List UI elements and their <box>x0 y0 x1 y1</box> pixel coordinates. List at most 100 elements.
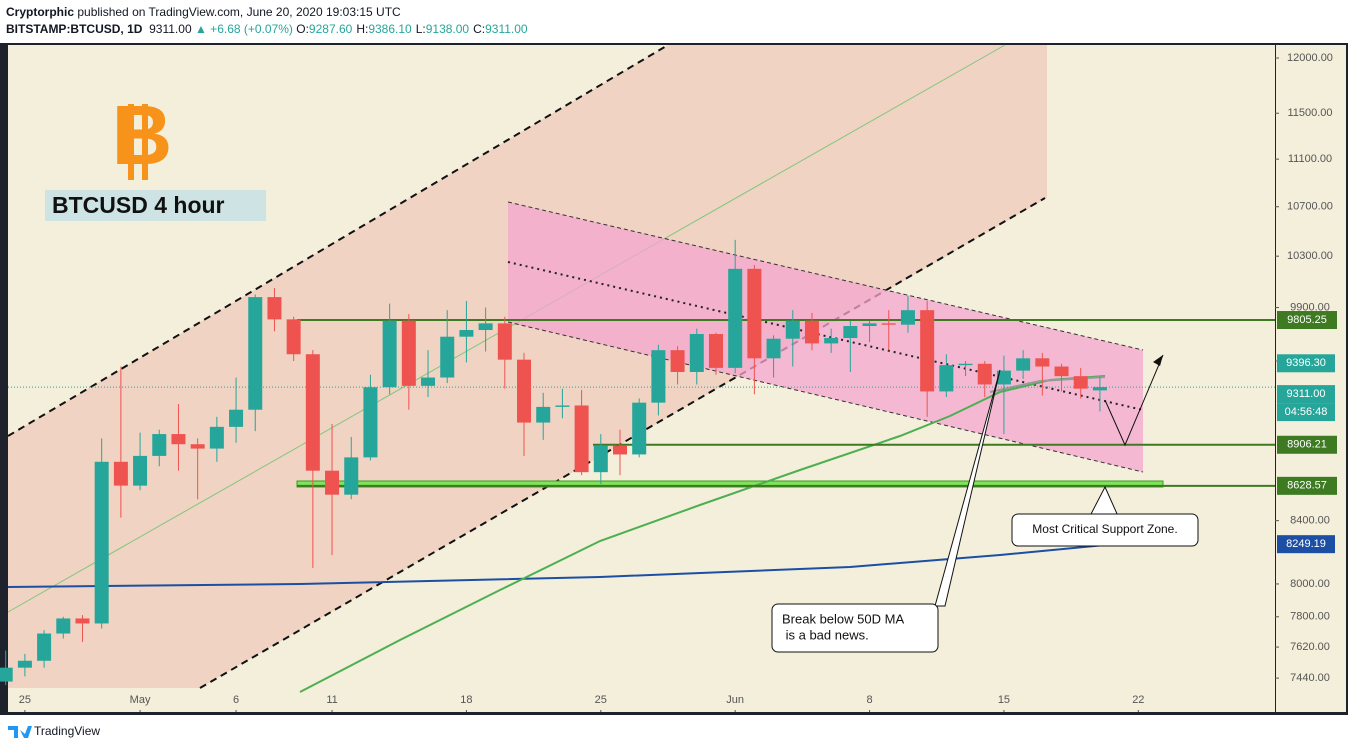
candle-body <box>939 365 954 392</box>
candle-body <box>862 323 877 327</box>
symbol-line: BITSTAMP:BTCUSD, 1D 9311.00 ▲ +6.68 (+0.… <box>6 21 532 38</box>
candle-body <box>785 320 800 339</box>
candle-body <box>94 461 109 624</box>
published: published on TradingView.com, June 20, 2… <box>77 5 401 19</box>
ohlc-value: 9138.00 <box>425 22 470 36</box>
y-tick-label: 10300.00 <box>1287 250 1333 262</box>
countdown-tag <box>1277 403 1335 422</box>
down-channel <box>508 202 1143 472</box>
candle-body <box>325 470 340 495</box>
ma-50 <box>299 375 1106 693</box>
candle-body <box>920 310 935 392</box>
y-tick-label: 9900.00 <box>1290 301 1330 313</box>
y-tick-label: 7440.00 <box>1290 672 1330 684</box>
chart-title: BTCUSD 4 hour <box>52 192 225 218</box>
marker-label: 9311.00 <box>1287 388 1326 400</box>
marker-label: 8249.19 <box>1286 538 1326 550</box>
candle-body <box>113 461 128 486</box>
arrow-head <box>1153 355 1163 366</box>
x-tick-label: 15 <box>998 694 1010 706</box>
candle-body <box>958 363 973 366</box>
candle-body <box>190 444 205 449</box>
candle-body <box>37 633 52 661</box>
y-tick-label: 8000.00 <box>1290 578 1330 590</box>
ohlc: O:9287.60 H:9386.10 L:9138.00 C:9311.00 <box>296 22 531 36</box>
x-tick-label: 25 <box>19 694 31 706</box>
candle-body <box>1054 366 1069 377</box>
publisher: Cryptorphic <box>6 5 75 19</box>
x-tick-label: 22 <box>1132 694 1144 706</box>
candle-body <box>401 320 416 386</box>
ohlc-label: H: <box>356 22 369 36</box>
candle-body <box>478 323 493 331</box>
candle-body <box>900 310 915 325</box>
candle-body <box>517 359 532 423</box>
candle-body <box>286 319 301 355</box>
ohlc-label: L: <box>415 22 426 36</box>
marker-label: 9396.30 <box>1286 357 1326 369</box>
candle-body <box>843 326 858 339</box>
candle-body <box>651 350 666 403</box>
callout-box <box>771 603 939 653</box>
btc-logo: B <box>112 88 173 182</box>
candle-body <box>17 660 32 668</box>
candle-body <box>536 406 551 423</box>
callout-pointer <box>934 369 1001 607</box>
path-arrow <box>1104 354 1164 447</box>
support-zone <box>296 480 1164 488</box>
title-box <box>45 190 266 221</box>
brand: TradingView <box>34 724 100 738</box>
callout-box <box>1011 513 1199 547</box>
header: Cryptorphic published on TradingView.com… <box>6 4 532 38</box>
level-tag <box>1277 311 1337 330</box>
candle-body <box>497 323 512 360</box>
symbol: BITSTAMP:BTCUSD, 1D <box>6 22 143 36</box>
y-tick-label: 7800.00 <box>1290 611 1330 623</box>
candle-body <box>1035 358 1050 367</box>
candle-body <box>804 320 819 344</box>
x-tick-label: 11 <box>326 694 337 706</box>
marker-tag <box>1277 354 1335 373</box>
candle-body <box>229 409 244 427</box>
candle-body <box>747 268 762 359</box>
ohlc-value: 9287.60 <box>308 22 353 36</box>
candle-body <box>0 667 13 682</box>
y-tick-label: 8400.00 <box>1290 515 1330 527</box>
last: 9311.00 <box>149 22 192 36</box>
y-tick-label: 12000.00 <box>1287 52 1333 64</box>
price-axis-bg <box>1276 45 1346 712</box>
candle-body <box>728 268 743 368</box>
ohlc-label: C: <box>473 22 486 36</box>
plot: 7440.007620.007800.008000.008400.009500.… <box>0 52 1337 712</box>
candle-body <box>766 338 781 359</box>
candle-body <box>171 434 186 445</box>
candle-body <box>996 370 1011 385</box>
ohlc-value: 9311.00 <box>485 22 528 36</box>
candle-body <box>881 323 896 325</box>
candle-body <box>1092 387 1107 391</box>
candle-body <box>574 405 589 473</box>
level-tag <box>1277 435 1337 454</box>
candle-body <box>632 402 647 455</box>
ohlc-label: O: <box>296 22 309 36</box>
logo-bar <box>128 104 134 180</box>
x-tick-label: 25 <box>595 694 607 706</box>
candle-body <box>977 363 992 385</box>
level-label: 8628.57 <box>1287 480 1327 492</box>
level-tag <box>1277 476 1337 495</box>
x-tick-label: 6 <box>233 694 239 706</box>
candle-body <box>133 455 148 486</box>
level-label: 8906.21 <box>1287 439 1327 451</box>
candle-body <box>209 426 224 449</box>
candle-body <box>708 334 723 368</box>
candle-body <box>670 350 685 373</box>
level-label: 9805.25 <box>1287 314 1327 326</box>
candle-body <box>555 405 570 407</box>
y-tick-label: 11100.00 <box>1288 153 1332 165</box>
y-tick-label: 10700.00 <box>1287 201 1333 213</box>
ma-200 <box>7 544 1106 588</box>
x-tick-label: 8 <box>866 694 872 706</box>
publish-line: Cryptorphic published on TradingView.com… <box>6 4 532 21</box>
